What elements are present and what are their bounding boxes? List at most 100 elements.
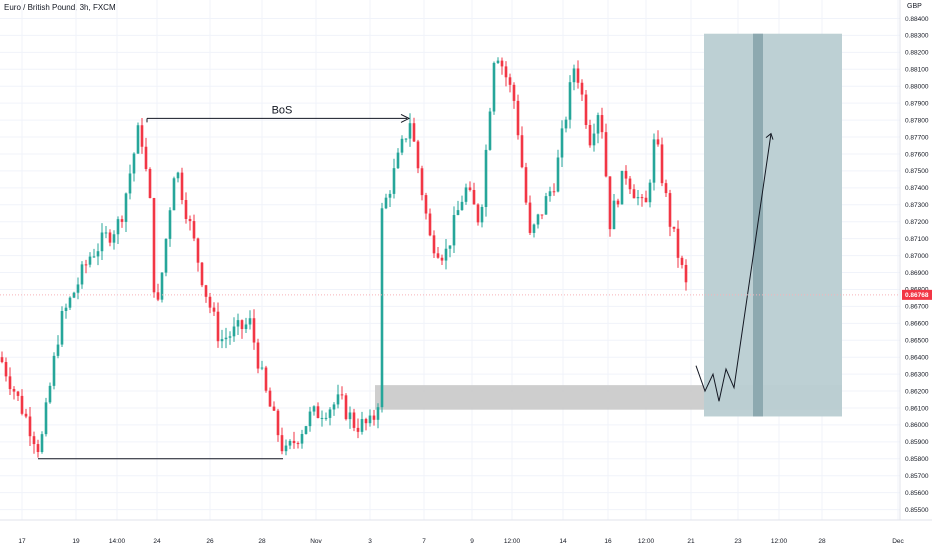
candle-body [332,404,336,410]
candle-body [216,311,220,342]
candle-body [344,395,348,420]
projection-path [695,133,772,402]
candle-body [184,200,188,219]
candle-body [144,146,148,169]
candle-body [368,415,372,424]
date-tick-label: 14:00 [109,538,126,545]
candle-body [60,310,64,345]
candle-body [532,224,536,233]
candle-body [296,443,300,445]
candle-body [636,197,640,199]
candle-body [44,402,48,435]
price-tick-label: 0.86700 [905,304,929,311]
price-tick-label: 0.87600 [905,151,929,158]
candle-body [64,307,68,311]
candle-body [24,413,28,417]
price-tick-label: 0.88300 [905,33,929,40]
candle-body [132,153,136,174]
date-tick-label: 14 [559,538,567,545]
candle-body [460,201,464,211]
candle-body [120,219,124,222]
candle-body [208,296,212,308]
candle-body [536,214,540,225]
date-tick-label: 12:00 [504,538,521,545]
candle-body [608,176,612,230]
candle-body [176,172,180,179]
candle-body [160,272,164,300]
candle-body [592,133,596,146]
candle-body [644,197,648,203]
candle-body [384,197,388,209]
candle-body [0,357,4,363]
candle-body [564,119,568,129]
candle-body [348,412,352,420]
candle-body [664,183,668,194]
candle-body [84,264,88,266]
candle-body [476,204,480,223]
candle-body [600,115,604,133]
current-price-tag[interactable] [902,289,932,300]
candle-body [92,256,96,258]
candle-body [464,187,468,202]
bos-label: BoS [272,104,293,116]
candle-body [272,406,276,411]
candle-body [320,417,324,419]
price-tick-label: 0.87900 [905,100,929,107]
chart-title[interactable]: Euro / British Pound, 3h, FXCM [4,3,116,12]
candle-body [328,409,332,418]
candle-body [148,168,152,199]
price-tick-label: 0.85900 [905,439,929,446]
candle-body [508,77,512,85]
candle-body [40,434,44,452]
candle-body [352,412,356,428]
date-tick-label: 12:00 [771,538,788,545]
candle-body [376,407,380,420]
price-tick-label: 0.88100 [905,67,929,74]
price-tick-label: 0.86200 [905,388,929,395]
candle-body [388,193,392,198]
candle-body [468,187,472,190]
candle-body [16,391,20,396]
candle-body [52,355,56,386]
candle-body [524,167,528,203]
projection-arrowhead-icon [765,132,774,140]
candle-body [380,208,384,408]
candle-body [188,218,192,222]
candle-body [484,149,488,207]
candle-body [164,238,168,273]
candle-body [408,123,412,139]
candle-body [12,389,16,392]
candle-body [668,193,672,227]
candle-body [172,178,176,211]
candle-body [4,362,8,377]
long-position-box[interactable] [704,33,842,417]
candle-body [196,238,200,263]
candle-body [540,214,544,216]
candle-body [656,139,660,145]
date-tick-label: 24 [153,538,161,545]
candle-body [560,128,564,158]
date-tick-label: 9 [470,538,474,545]
candle-body [572,68,576,83]
candle-body [288,440,292,446]
candle-body [340,394,344,396]
candle-body [420,168,424,196]
price-tick-label: 0.86100 [905,405,929,412]
candle-body [112,234,116,243]
candle-body [104,232,108,234]
candle-body [280,435,284,452]
candle-body [180,172,184,201]
candle-body [620,170,624,205]
date-tick-label: 19 [72,538,80,545]
candle-body [632,189,636,199]
candle-body [76,284,80,293]
candle-body [612,200,616,230]
date-tick-label: 12:00 [638,538,655,545]
candle-body [256,342,260,369]
candle-body [108,232,112,243]
candle-body [156,292,160,300]
candle-body [400,138,404,153]
candle-body [284,445,288,452]
